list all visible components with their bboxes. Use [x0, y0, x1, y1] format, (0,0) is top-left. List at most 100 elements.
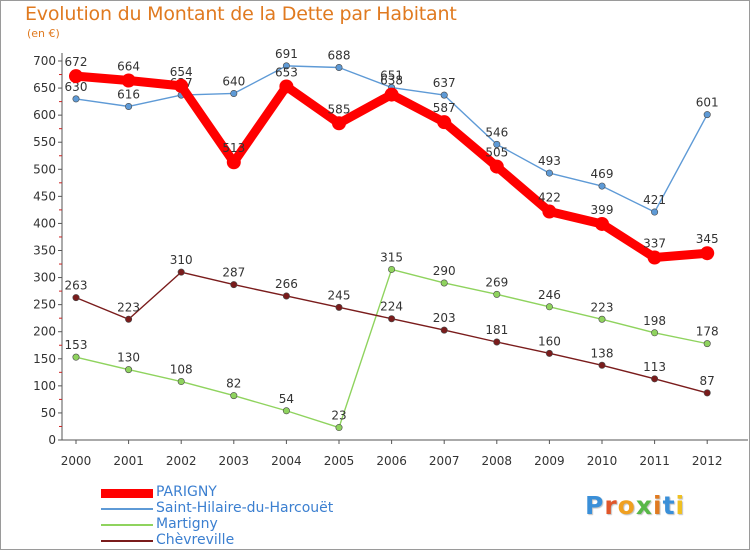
- data-label-chevreville: 138: [591, 346, 614, 360]
- data-label-chevreville: 266: [275, 277, 298, 291]
- data-point-martigny: [440, 279, 448, 287]
- y-tick-label: 400: [33, 216, 56, 230]
- x-tick-label: 2002: [166, 454, 197, 468]
- data-label-saint-hilaire-du-harcouet: 616: [117, 87, 140, 101]
- data-point-martigny: [598, 315, 606, 323]
- x-tick-label: 2006: [376, 454, 407, 468]
- data-point-martigny: [493, 290, 501, 298]
- data-label-parigny: 585: [328, 102, 351, 116]
- data-label-chevreville: 113: [643, 360, 666, 374]
- data-point-parigny: [595, 216, 609, 231]
- data-label-martigny: 82: [226, 377, 241, 391]
- data-point-parigny: [69, 69, 83, 84]
- data-label-parigny: 587: [433, 101, 456, 115]
- legend: PARIGNY Saint-Hilaire-du-Harcouët Martigny…: [101, 484, 401, 549]
- data-label-saint-hilaire-du-harcouet: 640: [222, 74, 245, 88]
- data-point-martigny: [545, 303, 553, 311]
- data-point-saint-hilaire-du-harcouet: [282, 62, 290, 70]
- data-label-martigny: 178: [696, 325, 719, 339]
- x-tick-label: 2010: [587, 454, 618, 468]
- data-point-chevreville: [177, 268, 185, 276]
- chart-unit: (en €): [27, 27, 60, 40]
- x-tick-label: 2000: [61, 454, 92, 468]
- data-label-chevreville: 310: [170, 253, 193, 267]
- y-tick-label: 500: [33, 162, 56, 176]
- data-point-parigny: [437, 115, 452, 130]
- data-point-saint-hilaire-du-harcouet: [230, 89, 238, 97]
- legend-item-martigny: Martigny: [101, 516, 401, 533]
- legend-label-martigny: Martigny: [156, 516, 218, 532]
- data-point-martigny: [335, 424, 343, 432]
- y-tick-label: 300: [33, 271, 56, 285]
- data-label-parigny: 672: [65, 55, 88, 69]
- data-label-parigny: 422: [538, 191, 561, 205]
- data-label-martigny: 269: [485, 275, 508, 289]
- data-point-chevreville: [388, 315, 396, 323]
- proxiti-logo: Proxiti: [585, 491, 685, 520]
- data-label-saint-hilaire-du-harcouet: 493: [538, 154, 561, 168]
- data-label-saint-hilaire-du-harcouet: 691: [275, 47, 298, 61]
- data-label-chevreville: 223: [117, 300, 140, 314]
- data-point-chevreville: [493, 338, 501, 346]
- data-label-parigny: 505: [485, 146, 508, 160]
- data-label-martigny: 54: [279, 392, 294, 406]
- logo-letter: i: [675, 491, 686, 520]
- data-label-saint-hilaire-du-harcouet: 637: [433, 76, 456, 90]
- data-label-chevreville: 224: [380, 300, 403, 314]
- legend-label-parigny: PARIGNY: [156, 484, 217, 500]
- data-label-martigny: 246: [538, 288, 561, 302]
- legend-label-chevreville: Chèvreville: [156, 532, 235, 548]
- data-label-saint-hilaire-du-harcouet: 688: [328, 48, 351, 62]
- legend-swatch-chevreville: [101, 540, 153, 542]
- x-tick-label: 2012: [692, 454, 723, 468]
- data-label-martigny: 153: [65, 338, 88, 352]
- y-tick-label: 700: [33, 54, 56, 68]
- data-label-parigny: 664: [117, 59, 140, 73]
- data-point-parigny: [174, 78, 189, 93]
- data-point-parigny: [279, 79, 294, 94]
- x-tick-label: 2011: [639, 454, 670, 468]
- data-point-martigny: [651, 329, 659, 337]
- data-label-chevreville: 87: [700, 374, 715, 388]
- data-point-martigny: [177, 378, 185, 386]
- legend-item-chevreville: Chèvreville: [101, 532, 401, 549]
- data-point-saint-hilaire-du-harcouet: [493, 140, 501, 148]
- data-point-martigny: [72, 353, 80, 361]
- logo-letter: o: [617, 491, 636, 520]
- data-point-chevreville: [230, 281, 238, 289]
- data-label-saint-hilaire-du-harcouet: 651: [380, 69, 403, 83]
- data-label-saint-hilaire-du-harcouet: 601: [696, 96, 719, 110]
- logo-letter: t: [662, 491, 676, 520]
- data-point-saint-hilaire-du-harcouet: [335, 63, 343, 71]
- data-point-martigny: [230, 392, 238, 400]
- data-label-saint-hilaire-du-harcouet: 546: [485, 125, 508, 139]
- data-label-chevreville: 160: [538, 334, 561, 348]
- data-label-martigny: 108: [170, 363, 193, 377]
- data-point-saint-hilaire-du-harcouet: [125, 102, 133, 110]
- data-label-chevreville: 287: [222, 266, 245, 280]
- data-label-martigny: 290: [433, 264, 456, 278]
- data-label-chevreville: 181: [485, 323, 508, 337]
- logo-letter: x: [635, 491, 653, 520]
- logo-letter: i: [653, 491, 663, 520]
- data-point-parigny: [384, 87, 399, 102]
- y-tick-label: 100: [33, 379, 56, 393]
- data-label-parigny: 638: [380, 74, 403, 88]
- data-point-parigny: [332, 116, 346, 131]
- data-point-chevreville: [72, 294, 80, 302]
- data-point-chevreville: [335, 303, 343, 311]
- data-label-saint-hilaire-du-harcouet: 469: [591, 167, 614, 181]
- data-label-parigny: 337: [643, 237, 666, 251]
- y-tick-label: 50: [41, 406, 56, 420]
- data-point-parigny: [700, 246, 715, 261]
- data-point-parigny: [542, 204, 557, 219]
- x-tick-label: 2005: [324, 454, 355, 468]
- data-point-martigny: [125, 366, 133, 374]
- y-tick-label: 450: [33, 189, 56, 203]
- data-point-saint-hilaire-du-harcouet: [703, 111, 711, 119]
- data-point-chevreville: [703, 389, 711, 397]
- data-label-saint-hilaire-du-harcouet: 630: [65, 80, 88, 94]
- data-point-chevreville: [440, 326, 448, 334]
